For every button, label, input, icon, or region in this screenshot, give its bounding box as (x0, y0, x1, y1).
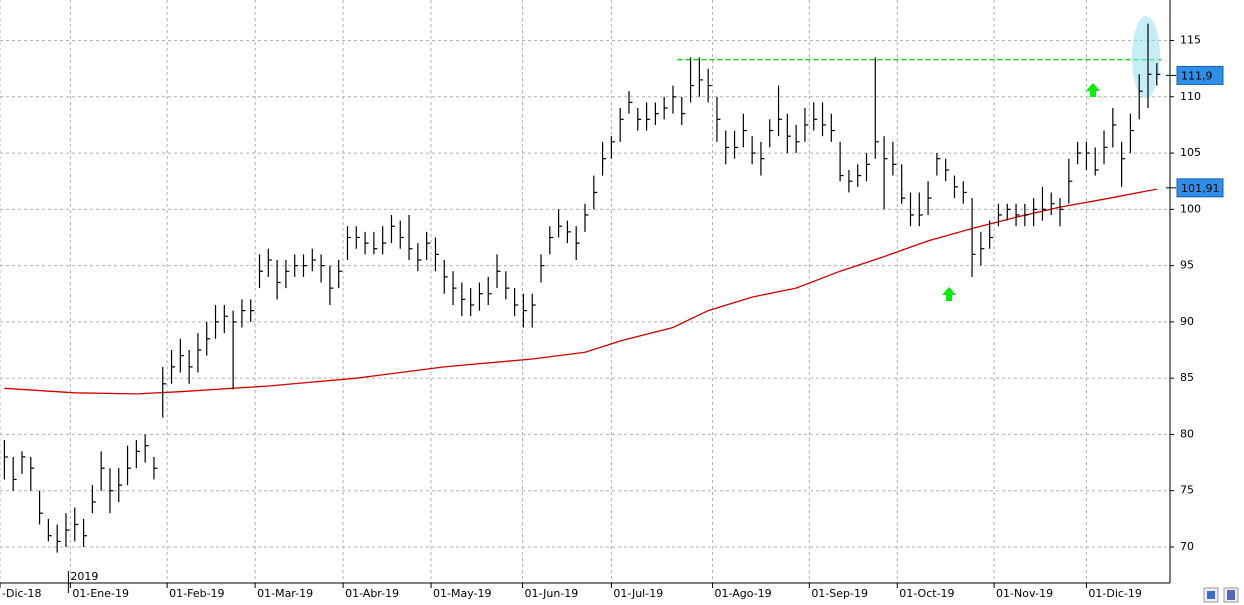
last-value-label: 111,9 (1181, 69, 1213, 82)
y-tick-label: 80 (1180, 427, 1194, 440)
x-tick-label: 01-Feb-19 (169, 587, 224, 600)
highlight-ellipse (1132, 16, 1160, 98)
y-tick-label: 90 (1180, 315, 1194, 328)
y-tick-label: 110 (1180, 90, 1201, 103)
y-tick-label: 95 (1180, 259, 1194, 272)
y-tick-label: 70 (1180, 540, 1194, 553)
y-tick-label: 115 (1180, 34, 1201, 47)
x-tick-label: 01-Ene-19 (72, 587, 129, 600)
y-tick-label: 100 (1180, 202, 1201, 215)
last-value-box (1176, 65, 1224, 85)
y-tick-label: 85 (1180, 371, 1194, 384)
moving-average (4, 188, 1157, 395)
x-tick-label: 01-Nov-19 (996, 587, 1053, 600)
last-value-box (1176, 178, 1224, 198)
x-tick-label: 01-Abr-19 (345, 587, 399, 600)
x-tick-label: 01-Jul-19 (613, 587, 663, 600)
x-tick-label: 01-Oct-19 (899, 587, 954, 600)
x-tick-label: 01-Ago-19 (715, 587, 772, 600)
x-tick-label: -Dic-18 (2, 587, 42, 600)
x-tick-label: 01-Mar-19 (257, 587, 313, 600)
price-bars (3, 23, 1161, 553)
last-value-label: 101,91 (1181, 182, 1220, 195)
tool-icon-glyph (1207, 591, 1215, 599)
y-tick-label: 105 (1180, 146, 1201, 159)
x-tick-label: 01-Dic-19 (1088, 587, 1142, 600)
toolbar (1203, 587, 1239, 603)
year-label: 2019 (70, 570, 98, 583)
signal-arrow (942, 287, 956, 301)
y-tick-label: 75 (1180, 484, 1194, 497)
save-icon-glyph (1227, 590, 1235, 600)
x-tick-label: 01-Jun-19 (525, 587, 579, 600)
signal-arrow (1086, 83, 1100, 97)
x-tick-label: 01-May-19 (433, 587, 491, 600)
x-tick-label: 01-Sep-19 (811, 587, 868, 600)
